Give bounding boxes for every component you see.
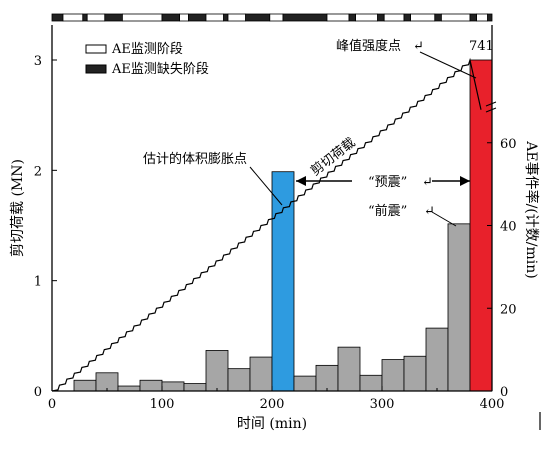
x-tick-label-400: 400: [480, 397, 505, 412]
x-axis-ticks: 0 100 200 300 400: [48, 386, 505, 412]
left-tick-label-2: 2: [34, 164, 42, 179]
monitor-segment-1: [62, 13, 84, 22]
right-tick-label-60: 60: [500, 137, 517, 152]
premonitory-arrow: [296, 176, 470, 186]
ae-monitoring-strip: [51, 13, 493, 22]
monitor-segment-0: [51, 13, 64, 22]
annotation-volume-expansion: 估计的体积膨胀点: [143, 151, 247, 167]
volume-expansion-leader: [249, 166, 283, 206]
ae-bar-20: [73, 379, 97, 392]
annotation-return-3: ↵: [424, 204, 435, 219]
ae-bar-60: [117, 385, 141, 392]
annotation-line-label: 剪切荷载: [308, 135, 359, 180]
left-tick-label-3: 3: [34, 54, 42, 69]
ae-bar-260: [337, 346, 361, 392]
monitor-segment-18: [377, 13, 385, 22]
ae-bar-160: [227, 368, 251, 392]
foreshock-leader: [431, 211, 457, 227]
monitor-segment-13: [269, 13, 284, 22]
left-axis-ticks: 0 1 2 3: [34, 54, 57, 400]
right-tick-label-20: 20: [500, 302, 517, 317]
ae-bar-140: [205, 350, 229, 392]
monitor-segment-21: [410, 13, 436, 22]
monitor-segment-8: [187, 13, 207, 22]
ae-bar-320: [403, 355, 427, 392]
monitor-segment-17: [355, 13, 379, 22]
legend-label-monitored: AE监测阶段: [111, 42, 183, 57]
peak-leader: [419, 51, 477, 79]
ae-bar-80: [139, 379, 163, 392]
monitor-segment-9: [205, 13, 225, 22]
ae-bar-220: [293, 375, 317, 392]
legend-label-missing: AE监测缺失阶段: [111, 62, 209, 77]
monitor-segment-25: [476, 13, 489, 22]
monitor-segment-3: [86, 13, 106, 22]
annotation-premonitory: “预震”: [368, 175, 407, 190]
monitor-segment-5: [122, 13, 163, 22]
monitor-segment-14: [282, 13, 328, 22]
monitor-segment-7: [179, 13, 189, 22]
monitor-segment-4: [104, 13, 123, 22]
annotation-foreshock: “前震”: [368, 203, 407, 219]
x-tick-label-100: 100: [150, 397, 175, 412]
shear-load-line: [51, 57, 482, 392]
ae-bar-360: [447, 223, 471, 392]
legend-swatch-filled: [85, 64, 107, 74]
monitor-segment-19: [383, 13, 405, 22]
right-axis-ticks: 0 20 40 60: [485, 101, 517, 400]
x-tick-label-200: 200: [260, 397, 285, 412]
monitor-segment-10: [223, 13, 229, 22]
monitor-segment-22: [434, 13, 442, 22]
ae-event-rate-bars: [73, 59, 493, 392]
right-tick-label-0: 0: [500, 385, 508, 400]
ae-bar-180: [249, 356, 273, 392]
monitor-segment-15: [326, 13, 350, 22]
annotation-return-1: ↵: [413, 39, 424, 54]
left-tick-label-1: 1: [34, 275, 42, 290]
annotation-return-2: ↵: [422, 175, 433, 190]
right-axis-title: AE事件率/(计数/min): [523, 140, 540, 278]
legend: AE监测阶段 AE监测缺失阶段: [85, 42, 209, 77]
ae-bar-300: [381, 359, 405, 392]
ae-bar-280: [359, 374, 383, 392]
ae-bar-200: [271, 171, 295, 392]
monitor-segment-11: [227, 13, 247, 22]
monitor-segment-12: [245, 13, 271, 22]
left-tick-label-0: 0: [34, 385, 42, 400]
x-tick-label-0: 0: [48, 397, 56, 412]
ae-bar-120: [183, 383, 207, 392]
monitor-segment-20: [403, 13, 411, 22]
monitor-segment-26: [487, 13, 493, 22]
ae-bar-340: [425, 327, 449, 392]
monitor-segment-6: [161, 13, 181, 22]
ae-bar-100: [161, 381, 185, 392]
annotation-peak-value: 741: [469, 39, 494, 54]
x-tick-label-300: 300: [370, 397, 395, 412]
shear-load-series: [51, 57, 482, 392]
annotation-peak: 峰值强度点: [336, 38, 401, 54]
monitor-segment-2: [82, 13, 88, 22]
right-axis-break: [485, 101, 497, 113]
x-axis-title: 时间 (min): [237, 416, 307, 432]
monitor-segment-16: [348, 13, 356, 22]
monitor-segment-24: [469, 13, 477, 22]
ae-bar-240: [315, 364, 339, 392]
right-tick-label-40: 40: [500, 220, 517, 235]
monitor-segment-23: [440, 13, 471, 22]
left-axis-title: 剪切荷载 (MN): [10, 159, 26, 257]
legend-swatch-open: [85, 44, 107, 54]
